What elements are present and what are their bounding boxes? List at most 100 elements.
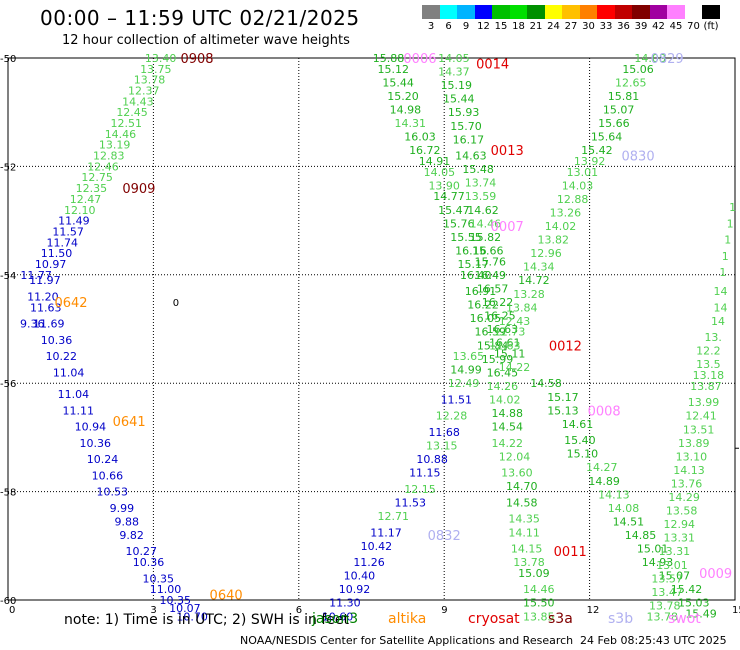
colorbar-unit-label: (ft) <box>703 21 719 32</box>
colorbar-tick-label: 12 <box>477 21 490 32</box>
colorbar-tick-label: 36 <box>617 21 630 32</box>
data-point-label: 13.01 <box>567 166 599 179</box>
data-point-label: 13.65 <box>453 350 485 363</box>
pass-id-label: 0008 <box>588 404 621 419</box>
pass-id-label: 0012 <box>549 339 582 354</box>
colorbar-swatch <box>684 5 702 19</box>
timestamp-text: 24 Feb 08:25:43 UTC 2025 <box>580 634 727 647</box>
data-point-label: 15.49 <box>685 608 717 621</box>
data-point-label: 14.29 <box>668 491 700 504</box>
data-point-label: 15.20 <box>387 90 419 103</box>
data-point-label: 16.61 <box>489 337 521 350</box>
data-point-label: 15.76 <box>474 255 506 268</box>
pass-id-label: 0908 <box>180 52 213 67</box>
data-point-label: 12.41 <box>685 410 717 423</box>
data-point-label: 15.84 <box>477 339 509 352</box>
data-point-label: 14.89 <box>588 475 620 488</box>
data-point-label: 15.06 <box>622 63 654 76</box>
data-point-label: 11.77 <box>20 269 52 282</box>
data-point-label: 13.01 <box>656 559 688 572</box>
data-point-label: 14.98 <box>390 103 422 116</box>
data-point-label: 15.01 <box>637 543 669 556</box>
data-point-label: 14.70 <box>506 480 538 493</box>
data-point-label: 14.43 <box>122 95 154 108</box>
credit-text: NOAA/NESDIS Center for Satellite Applica… <box>240 634 574 647</box>
data-point-label: 13.90 <box>428 179 460 192</box>
colorbar-swatch <box>667 5 685 19</box>
data-point-label: 10.70 <box>176 610 208 623</box>
data-point-label: 14.58 <box>506 496 538 509</box>
data-point-label: 13.19 <box>99 139 131 152</box>
data-point-label: 13.74 <box>465 177 497 190</box>
colorbar-tick-label: 21 <box>529 21 543 32</box>
colorbar-swatch <box>597 5 615 19</box>
data-point-label: 14.58 <box>530 377 562 390</box>
data-point-label: 11.51 <box>441 393 473 406</box>
y-tick-label: -60 <box>0 596 16 607</box>
data-point-label: 11.20 <box>27 290 59 303</box>
data-point-label: 12.51 <box>111 117 143 130</box>
data-point-label: 10.60 <box>322 610 354 623</box>
data-point-label: 14.13 <box>673 464 705 477</box>
data-point-label: 15.88 <box>373 52 405 65</box>
data-point-label: 10.27 <box>126 545 158 558</box>
data-point-label: 15.03 <box>678 597 710 610</box>
pass-id-label: 0640 <box>210 589 243 604</box>
pass-id-label: 0011 <box>554 545 587 560</box>
data-point-label: 10.22 <box>46 350 78 363</box>
data-point-label: 13.18 <box>693 369 725 382</box>
data-point-label: 14.02 <box>545 220 577 233</box>
x-tick-label: 6 <box>296 605 302 616</box>
data-point-label: 15.42 <box>671 583 703 596</box>
data-point-label: 14.34 <box>523 261 555 274</box>
data-point-label: 15.44 <box>443 93 475 106</box>
data-point-label: 13.31 <box>664 532 696 545</box>
data-point-label: 16.16 <box>455 244 487 257</box>
colorbar-swatch <box>614 5 632 19</box>
x-tick-label: 0 <box>9 605 15 616</box>
colorbar-tick-label: 27 <box>564 21 578 32</box>
data-point-label: 13.51 <box>683 423 715 436</box>
data-point-label: 12.63 <box>489 339 521 352</box>
colorbar-swatch <box>509 5 527 19</box>
pass-id-label: 0014 <box>476 57 509 72</box>
data-point-label: 16.40 <box>460 269 492 282</box>
x-tick-label: 3 <box>150 605 156 616</box>
data-point-label: 11.04 <box>58 388 90 401</box>
data-point-label: 14.05 <box>438 52 470 65</box>
pass-id-label: 0832 <box>428 529 461 544</box>
data-point-label: 15.09 <box>518 567 550 580</box>
data-point-label: 15.17 <box>458 258 490 271</box>
data-point-label: 13.78 <box>649 599 681 612</box>
data-point-label: 10.36 <box>79 437 111 450</box>
data-point-label: 9.36 <box>20 318 45 331</box>
data-point-label: 11.11 <box>63 404 95 417</box>
data-point-label: 15.42 <box>581 144 613 157</box>
data-point-label: 16.91 <box>465 285 497 298</box>
data-point-label: 14.08 <box>634 52 666 65</box>
data-point-label: 12.37 <box>128 85 160 98</box>
data-point-label: 15.48 <box>462 163 494 176</box>
data-point-label: 16.72 <box>409 144 441 157</box>
data-point-label: 11.97 <box>29 274 61 287</box>
legend-item-cryosat: cryosat <box>468 611 520 627</box>
colorbar-swatch <box>579 5 597 19</box>
data-point-label: 14.61 <box>562 418 594 431</box>
data-point-label: 15.13 <box>547 404 579 417</box>
data-point-label: 10.36 <box>41 334 73 347</box>
data-point-label: 14.46 <box>470 217 502 230</box>
data-point-label: 10.92 <box>339 583 371 596</box>
data-point-label: 13.10 <box>676 450 708 463</box>
colorbar <box>422 5 720 19</box>
colorbar-tick-label: 33 <box>599 21 613 32</box>
data-point-label: 14.91 <box>419 155 451 168</box>
data-point-label: 11.53 <box>395 496 427 509</box>
data-point-label: 15.50 <box>523 597 555 610</box>
data-point-label: 14 <box>713 301 727 314</box>
data-point-label: 11.69 <box>33 318 65 331</box>
data-point-label: 12.96 <box>530 247 562 260</box>
data-point-label: 12.28 <box>436 410 468 423</box>
data-point-label: 15.12 <box>378 63 410 76</box>
data-point-label: 12.46 <box>87 160 119 173</box>
data-point-label: 12.47 <box>70 193 102 206</box>
